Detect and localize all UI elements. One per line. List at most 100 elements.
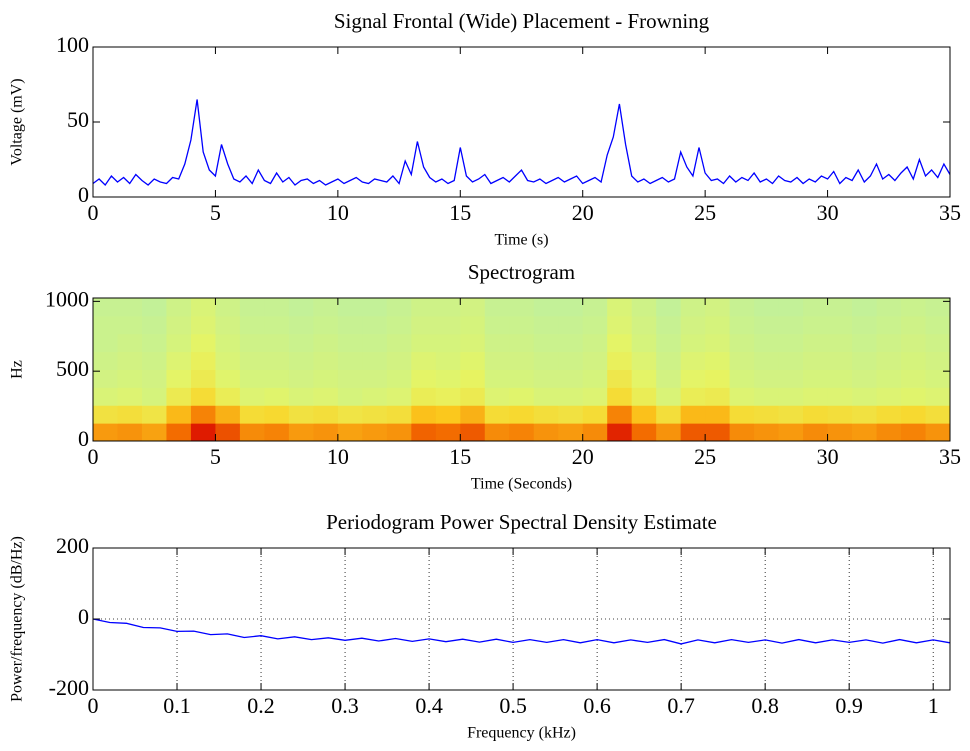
heat-cell	[484, 369, 510, 388]
axes-frame	[92, 46, 951, 198]
heat-cell	[631, 333, 657, 353]
heat-cell	[435, 405, 461, 424]
x-tick-label: 0.7	[667, 693, 695, 718]
heat-cell	[607, 351, 633, 370]
heat-cell	[337, 298, 363, 317]
heat-cell	[827, 351, 853, 370]
heat-cell	[631, 351, 657, 370]
y-tick-label: 0	[78, 182, 89, 207]
heat-cell	[460, 369, 486, 388]
heat-cell	[680, 315, 706, 335]
heat-cell	[852, 369, 878, 388]
heat-cell	[239, 387, 265, 406]
heat-cell	[288, 369, 314, 388]
heat-cell	[729, 423, 755, 442]
heat-cell	[337, 315, 363, 335]
heat-cell	[411, 405, 437, 424]
heat-cell	[607, 369, 633, 388]
heat-cell	[778, 423, 804, 442]
subplot: 0 0.1 0.2 0.3 0.4 0.5 0.6 0.7 0.8 0.9 1-2000200Per…	[9, 510, 951, 742]
heat-cell	[729, 351, 755, 370]
heat-cell	[190, 298, 216, 317]
heat-cell	[362, 298, 388, 317]
heat-cell	[533, 369, 559, 388]
heat-cell	[313, 387, 339, 406]
heat-cell	[509, 387, 535, 406]
heat-cell	[533, 333, 559, 353]
heat-cell	[288, 405, 314, 424]
y-tick-label: 50	[67, 107, 89, 132]
x-tick-label: 0	[88, 444, 99, 469]
heat-cell	[435, 298, 461, 317]
heat-cell	[558, 387, 584, 406]
heat-cell	[141, 333, 167, 353]
heat-cell	[484, 333, 510, 353]
heat-cell	[411, 369, 437, 388]
heat-cell	[509, 351, 535, 370]
heat-cell	[778, 333, 804, 353]
heat-cell	[558, 405, 584, 424]
heat-cell	[93, 405, 118, 424]
heat-cell	[190, 387, 216, 406]
heat-cell	[925, 405, 951, 424]
heat-cell	[705, 351, 731, 370]
y-axis-label: Voltage (mV)	[9, 78, 26, 165]
heat-cell	[852, 387, 878, 406]
heat-cell	[631, 369, 657, 388]
heat-cell	[680, 387, 706, 406]
x-tick-label: 15	[449, 200, 471, 225]
heat-cell	[558, 315, 584, 335]
heat-cell	[239, 369, 265, 388]
heat-cell	[141, 387, 167, 406]
heat-cell	[729, 405, 755, 424]
heat-cell	[411, 423, 437, 442]
heat-cell	[337, 351, 363, 370]
heat-cell	[901, 369, 927, 388]
heat-cell	[117, 405, 143, 424]
axes-frame	[92, 297, 951, 442]
heat-cell	[313, 369, 339, 388]
heat-cell	[582, 423, 608, 442]
heat-cell	[729, 298, 755, 317]
heat-cell	[215, 405, 241, 424]
heat-cell	[435, 333, 461, 353]
heat-cell	[288, 387, 314, 406]
data-line	[92, 618, 951, 645]
heat-cell	[166, 315, 192, 335]
heat-cell	[656, 351, 682, 370]
heat-cell	[435, 351, 461, 370]
heat-cell	[337, 387, 363, 406]
heat-cell	[607, 333, 633, 353]
heat-cell	[239, 351, 265, 370]
heat-cell	[631, 298, 657, 317]
x-tick-label: 1	[928, 693, 939, 718]
heat-cell	[558, 423, 584, 442]
heat-cell	[288, 423, 314, 442]
heat-cell	[533, 351, 559, 370]
heat-cell	[705, 405, 731, 424]
heat-cell	[631, 387, 657, 406]
y-tick-label: 100	[56, 32, 89, 57]
x-tick-label: 5	[210, 200, 221, 225]
heat-cell	[631, 315, 657, 335]
heat-cell	[386, 423, 412, 442]
heat-cell	[705, 333, 731, 353]
heat-cell	[239, 315, 265, 335]
heat-cell	[190, 351, 216, 370]
heat-cell	[484, 351, 510, 370]
heat-cell	[901, 298, 927, 317]
heat-cell	[117, 351, 143, 370]
heat-cell	[509, 423, 535, 442]
heat-cell	[362, 369, 388, 388]
heat-cell	[93, 387, 118, 406]
x-axis-label: Time (Seconds)	[471, 476, 572, 493]
heat-cell	[582, 315, 608, 335]
heat-cell	[411, 387, 437, 406]
heat-cell	[117, 333, 143, 353]
y-tick-label: 500	[56, 356, 89, 381]
heat-cell	[827, 315, 853, 335]
heat-cell	[93, 298, 118, 317]
x-tick-label: 0.4	[415, 693, 443, 718]
heat-cell	[362, 387, 388, 406]
